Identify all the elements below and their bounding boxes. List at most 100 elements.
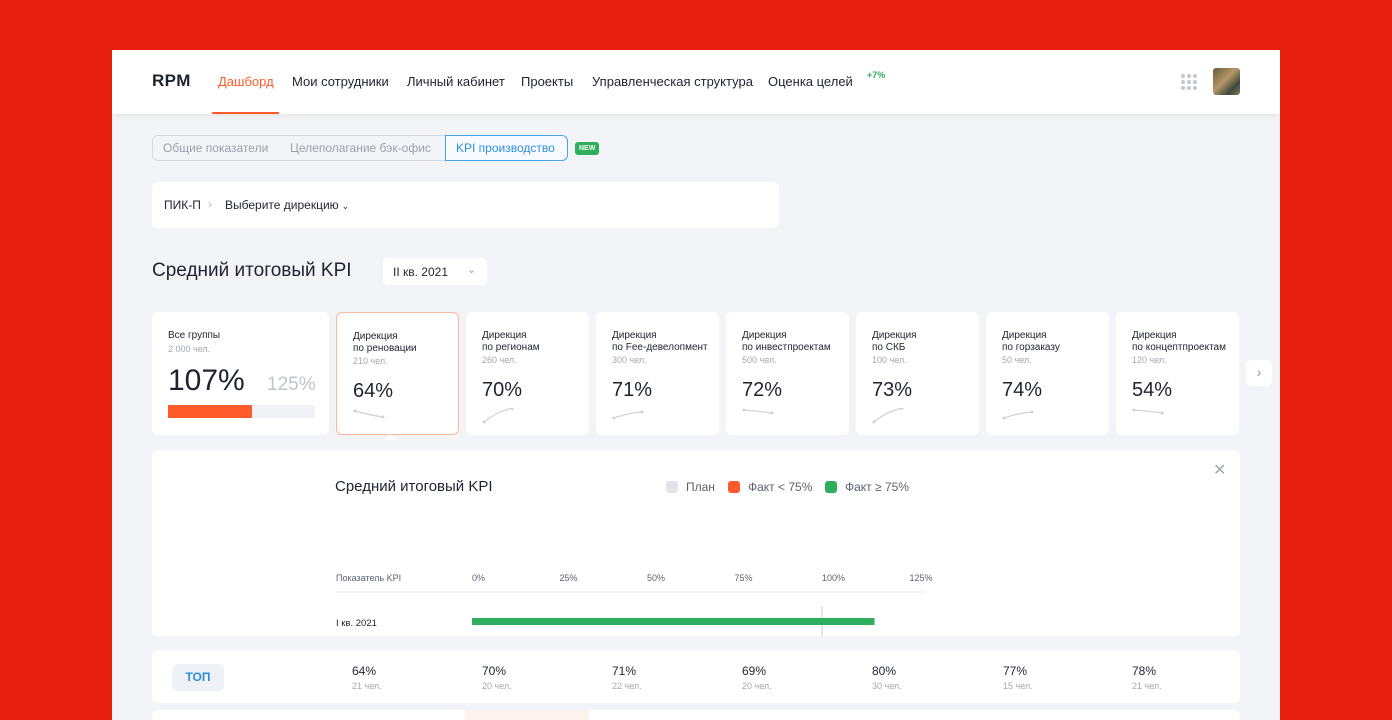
- top-row-count: 21 чел.: [1132, 681, 1162, 691]
- top-row-count: 15 чел.: [1003, 681, 1033, 691]
- sparkline: [1132, 408, 1164, 415]
- goals-badge: +7%: [867, 70, 886, 80]
- category-label: I кв. 2021: [336, 618, 377, 629]
- top-row-count: 30 чел.: [872, 681, 902, 691]
- card-value: 70%: [482, 379, 523, 401]
- card-count: 210 чел.: [353, 356, 388, 366]
- top-row-cell: 77% 15 чел.: [1003, 664, 1033, 691]
- breadcrumb: ПИК-П › Выберите дирекцию ⌄: [152, 182, 779, 228]
- nav-item-employees[interactable]: Мои сотрудники: [292, 74, 389, 89]
- card-value: 71%: [612, 379, 653, 401]
- card-title-line2: по концептпроектам: [1132, 342, 1226, 353]
- tab-backoffice-goals[interactable]: Целеполагание бэк-офис: [280, 135, 446, 161]
- top-row-value: 78%: [1132, 664, 1157, 678]
- card-value: 64%: [353, 380, 394, 402]
- top-row-value: 80%: [872, 664, 897, 678]
- progress-bar-fill: [168, 405, 252, 418]
- top-row-cell: 78% 21 чел.: [1132, 664, 1162, 691]
- sparkline: [612, 410, 644, 420]
- card-title-line1: Дирекция: [612, 330, 657, 341]
- card-count: 120 чел.: [1132, 355, 1167, 365]
- sparkline: [1002, 410, 1034, 420]
- nav-item-account[interactable]: Личный кабинет: [407, 74, 505, 89]
- app-frame: RPM Дашборд Мои сотрудники Личный кабине…: [112, 50, 1280, 720]
- sparkline: [482, 408, 514, 424]
- card-plan: 125%: [267, 374, 316, 395]
- new-badge: NEW: [575, 142, 600, 155]
- grid-icon[interactable]: [1181, 74, 1197, 90]
- card-title-line2: по СКБ: [872, 342, 906, 353]
- close-icon[interactable]: ✕: [1213, 462, 1227, 479]
- top-button[interactable]: ТОП: [172, 664, 224, 691]
- kpi-card-direction[interactable]: Дирекция по регионам 260 чел. 70%: [466, 312, 589, 435]
- app-logo[interactable]: RPM: [152, 71, 191, 90]
- top-row-count: 20 чел.: [482, 681, 512, 691]
- x-axis-label: Показатель KPI: [336, 573, 401, 583]
- top-row-value: 64%: [352, 664, 377, 678]
- top-row-count: 22 чел.: [612, 681, 642, 691]
- direction-select[interactable]: Выберите дирекцию ⌄: [225, 198, 349, 212]
- legend-fact-high: Факт ≥ 75%: [825, 480, 909, 494]
- kpi-card-direction[interactable]: Дирекция по инвестпроектам 500 чел. 72%: [726, 312, 849, 435]
- chevron-down-icon: ⌄: [341, 201, 350, 211]
- chart-title: Средний итоговый KPI: [335, 478, 493, 495]
- top-row-cell: 69% 20 чел.: [742, 664, 772, 691]
- sparkline: [872, 408, 904, 424]
- top-row-cell: 71% 22 чел.: [612, 664, 642, 691]
- top-row-value: 69%: [742, 664, 767, 678]
- quarter-select[interactable]: II кв. 2021 ⌄: [383, 258, 487, 285]
- sparkline: [742, 408, 774, 415]
- chevron-down-icon: ⌄: [467, 264, 477, 276]
- page-title: Средний итоговый KPI: [152, 260, 352, 281]
- kpi-card-direction[interactable]: Дирекция по СКБ 100 чел. 73%: [856, 312, 979, 435]
- kpi-card-direction[interactable]: Дирекция по концептпроектам 120 чел. 54%: [1116, 312, 1239, 435]
- quarter-select-value: II кв. 2021: [393, 265, 448, 279]
- top-row-cell: 64% 21 чел.: [352, 664, 382, 691]
- card-count: 100 чел.: [872, 355, 907, 365]
- x-tick-label: 25%: [560, 573, 578, 583]
- breadcrumb-root[interactable]: ПИК-П: [164, 198, 201, 212]
- progress-bar: [168, 405, 315, 418]
- carousel-next-button[interactable]: ›: [1246, 360, 1272, 386]
- top-row-cell: 80% 30 чел.: [872, 664, 902, 691]
- tab-kpi-production[interactable]: KPI производство: [445, 135, 568, 161]
- card-title-line1: Дирекция: [1132, 330, 1177, 341]
- nav-item-dashboard[interactable]: Дашборд: [218, 74, 274, 89]
- nav-item-goals[interactable]: Оценка целей: [768, 74, 853, 89]
- card-count: 260 чел.: [482, 355, 517, 365]
- top-row-count: 21 чел.: [352, 681, 382, 691]
- kpi-card-direction[interactable]: Дирекция по горзаказу 50 чел. 74%: [986, 312, 1109, 435]
- legend-swatch: [728, 481, 740, 493]
- card-count: 50 чел.: [1002, 355, 1032, 365]
- card-title-line1: Дирекция: [742, 330, 787, 341]
- row-highlight: [465, 710, 589, 720]
- card-value: 72%: [742, 379, 783, 401]
- card-title-line2: по Fee-девелопмент: [612, 342, 708, 353]
- kpi-chart-panel: Показатель KPI 0% 25% 50% 75% 100% 125% I кв. 2…: [152, 450, 1240, 636]
- sparkline: [353, 409, 385, 419]
- next-row: [152, 710, 1240, 720]
- card-value: 73%: [872, 379, 913, 401]
- legend-fact-low: Факт < 75%: [728, 480, 812, 494]
- avatar[interactable]: [1213, 68, 1240, 95]
- card-title-line1: Дирекция: [353, 331, 398, 342]
- tab-general-indicators[interactable]: Общие показатели: [152, 135, 281, 161]
- card-title: Все группы: [168, 330, 221, 341]
- legend-label: Факт < 75%: [748, 480, 813, 494]
- card-title-line1: Дирекция: [872, 330, 917, 341]
- top-row-count: 20 чел.: [742, 681, 772, 691]
- card-count: 2 000 чел.: [168, 344, 211, 354]
- kpi-card-direction[interactable]: Дирекция по реновации 210 чел. 64%: [336, 312, 459, 435]
- bar-0: [472, 618, 875, 625]
- card-title-line2: по инвестпроектам: [742, 342, 831, 353]
- kpi-card-all-groups[interactable]: Все группы 2 000 чел. 107% 125%: [152, 312, 329, 435]
- direction-select-label: Выберите дирекцию: [225, 198, 339, 212]
- x-tick-label: 75%: [735, 573, 753, 583]
- nav-item-structure[interactable]: Управленческая структура: [592, 74, 753, 89]
- legend-label: План: [686, 480, 715, 494]
- x-tick-label: 0%: [472, 573, 485, 583]
- kpi-card-direction[interactable]: Дирекция по Fee-девелопмент 300 чел. 71%: [596, 312, 719, 435]
- top-header: RPM Дашборд Мои сотрудники Личный кабине…: [112, 50, 1280, 114]
- nav-item-projects[interactable]: Проекты: [521, 74, 574, 89]
- kpi-bar-chart: Показатель KPI 0% 25% 50% 75% 100% 125% I кв. 2…: [336, 573, 933, 636]
